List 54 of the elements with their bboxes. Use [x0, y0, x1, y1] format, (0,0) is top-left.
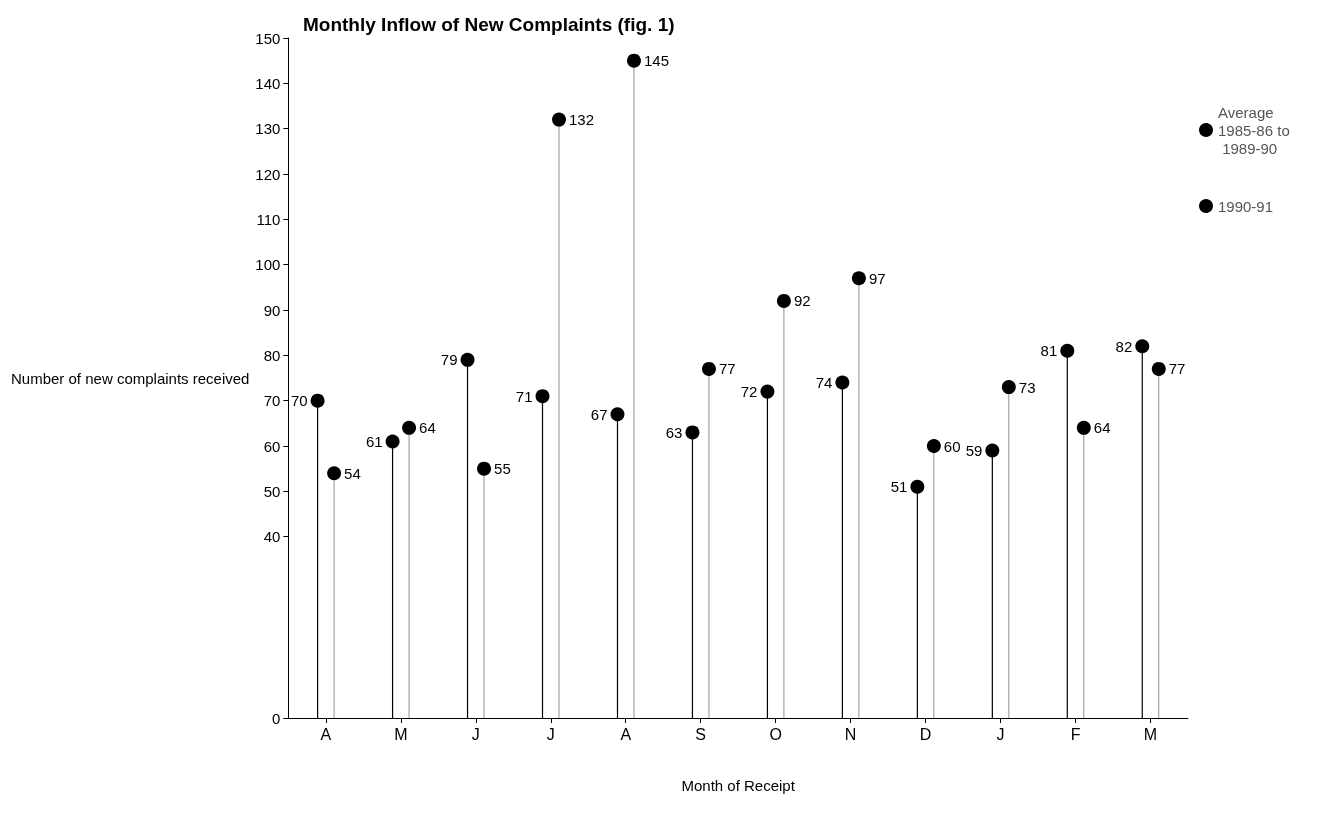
y-tick-label: 110 [256, 210, 281, 228]
y-axis-title: Number of new complaints received [11, 369, 250, 387]
y-tick-label: 60 [263, 437, 281, 455]
data-label: 61 [365, 432, 383, 450]
x-tick-label: F [1070, 725, 1081, 743]
data-label: 55 [494, 460, 511, 478]
y-tick-label: 140 [255, 74, 281, 92]
x-tick-label: J [471, 725, 480, 743]
data-label: 59 [965, 442, 983, 460]
data-label: 97 [868, 269, 886, 287]
data-label: 63 [665, 423, 683, 441]
data-label: 67 [590, 405, 608, 423]
data-label: 74 [815, 374, 833, 392]
y-tick-label: 80 [263, 346, 281, 364]
data-label: 51 [890, 478, 908, 496]
x-tick-label: D [919, 725, 932, 743]
data-label: 60 [943, 437, 961, 455]
data-label: 70 [290, 392, 308, 410]
y-tick-label: 50 [263, 482, 281, 500]
y-tick-label: 70 [263, 392, 281, 410]
data-label: 72 [740, 383, 758, 401]
x-tick-label: M [1143, 725, 1158, 743]
x-tick-label: A [620, 725, 632, 743]
legend-label: Average 1985-86 to 1989-90 [1218, 103, 1290, 157]
y-tick-label: 120 [255, 165, 281, 183]
x-tick-label: J [996, 725, 1005, 743]
x-tick-label: A [320, 725, 332, 743]
legend-label: 1990-91 [1218, 197, 1274, 215]
data-label: 145 [643, 52, 670, 70]
chart-title: Monthly Inflow of New Complaints (fig. 1) [303, 14, 675, 35]
data-label: 82 [1115, 337, 1133, 355]
y-tick-label: 0 [272, 709, 281, 727]
y-tick-label: 130 [255, 120, 281, 138]
y-tick-label: 90 [263, 301, 281, 319]
x-tick-label: O [769, 725, 782, 743]
data-label: 81 [1040, 342, 1058, 360]
data-label: 71 [515, 387, 533, 405]
data-label: 64 [1093, 419, 1111, 437]
x-axis-title: Month of Receipt [681, 777, 796, 794]
data-label: 54 [344, 464, 361, 482]
x-tick-label: S [695, 725, 707, 743]
x-tick-label: J [546, 725, 555, 743]
y-tick-label: 100 [255, 256, 281, 274]
x-tick-label: M [394, 725, 408, 743]
data-label: 79 [440, 351, 458, 369]
y-tick-label: 150 [255, 29, 281, 47]
y-tick-label: 40 [263, 528, 281, 546]
data-label: 132 [569, 111, 595, 129]
data-label: 77 [1168, 360, 1186, 378]
data-label: 73 [1018, 378, 1036, 396]
data-label: 92 [793, 292, 811, 310]
data-label: 64 [419, 419, 436, 437]
x-tick-label: N [844, 725, 857, 743]
data-label: 77 [718, 360, 736, 378]
